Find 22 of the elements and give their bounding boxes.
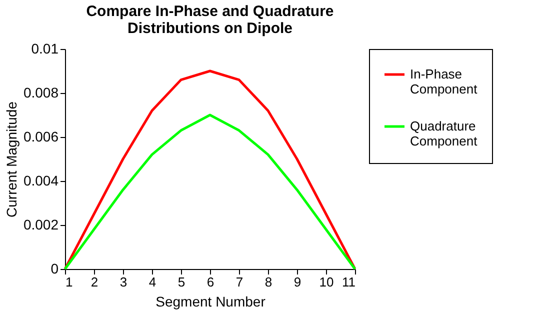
legend-label: Quadrature Component bbox=[410, 118, 478, 148]
x-tick-label: 3 bbox=[120, 274, 128, 290]
x-tick-label: 2 bbox=[90, 274, 98, 290]
x-tick-label: 10 bbox=[319, 274, 334, 290]
x-tick-label: 4 bbox=[148, 274, 156, 290]
x-tick-label: 7 bbox=[236, 274, 244, 290]
x-tick-label: 11 bbox=[342, 274, 356, 290]
x-tick-label: 5 bbox=[178, 274, 186, 290]
y-tick-label: 0.006 bbox=[23, 128, 59, 144]
x-axis-title: Segment Number bbox=[156, 294, 266, 310]
x-tick-label: 6 bbox=[206, 274, 214, 290]
y-axis-title: Current Magnitude bbox=[3, 101, 20, 218]
chart-title: Compare In-Phase and Quadrature Distributions on Dipole bbox=[86, 3, 334, 37]
legend-label: In-Phase Component bbox=[410, 66, 478, 96]
y-tick-label: 0.01 bbox=[31, 40, 59, 56]
y-tick-label: 0.004 bbox=[23, 172, 59, 188]
x-tick-label: 9 bbox=[294, 274, 302, 290]
x-tick-label: 1 bbox=[66, 274, 73, 290]
y-tick-label: 0 bbox=[50, 260, 59, 276]
y-tick-label: 0.008 bbox=[23, 84, 59, 100]
y-tick-label: 0.002 bbox=[23, 216, 59, 232]
x-tick-label: 8 bbox=[264, 274, 272, 290]
